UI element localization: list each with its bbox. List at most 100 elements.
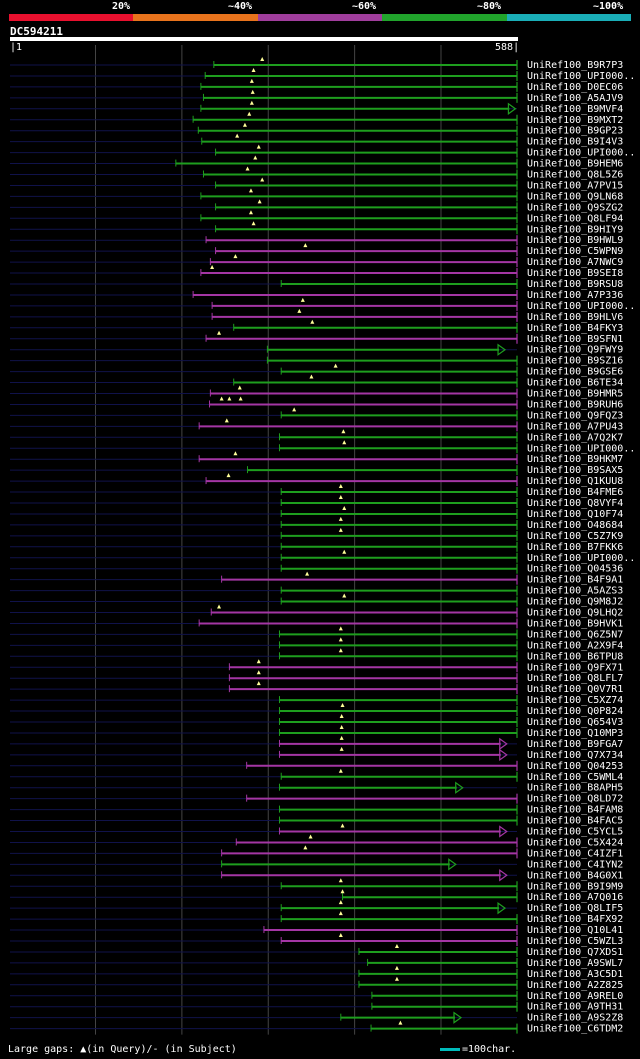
hit-row: UniRef100_Q654V3 bbox=[10, 714, 623, 728]
hit-row: UniRef100_B9HKM7 bbox=[10, 451, 623, 465]
hit-row: UniRef100_B9HEM6 bbox=[10, 155, 623, 170]
hit-row: UniRef100_A9TH31 bbox=[10, 1001, 623, 1013]
hit-row: UniRef100_Q8LFL7 bbox=[10, 670, 623, 684]
hit-label: UniRef100_C5WZL3 bbox=[527, 936, 623, 947]
gap-marker bbox=[338, 637, 343, 642]
hit-label: UniRef100_B9HVK1 bbox=[527, 618, 623, 629]
hit-label: UniRef100_B6TE34 bbox=[527, 378, 623, 389]
gap-marker bbox=[340, 703, 345, 708]
gap-marker bbox=[210, 265, 215, 270]
gap-marker bbox=[339, 746, 344, 751]
legend-swatch-100 bbox=[506, 14, 632, 21]
hit-label: UniRef100_A9TH31 bbox=[527, 1002, 623, 1013]
gap-marker bbox=[217, 330, 222, 335]
hit-row: UniRef100_B9GSE6 bbox=[10, 363, 623, 378]
hit-label: UniRef100_A7PV15 bbox=[527, 180, 623, 191]
hit-label: UniRef100_Q654V3 bbox=[527, 717, 623, 728]
hit-row: UniRef100_Q04536 bbox=[10, 563, 623, 575]
hit-label: UniRef100_B6TPU8 bbox=[527, 651, 623, 662]
gap-marker bbox=[217, 604, 222, 609]
hit-label: UniRef100_Q8LIF5 bbox=[527, 903, 623, 914]
hit-label: UniRef100_Q8LFL7 bbox=[527, 673, 623, 684]
hit-row: UniRef100_B9FGA7 bbox=[10, 735, 623, 751]
gap-marker bbox=[340, 823, 345, 828]
gap-marker bbox=[338, 484, 343, 489]
hit-label: UniRef100_Q10MP3 bbox=[527, 728, 623, 739]
gap-marker bbox=[342, 505, 347, 510]
hit-row: UniRef100_UPI000.. bbox=[10, 549, 635, 564]
hit-label: UniRef100_B9SFN1 bbox=[527, 334, 623, 345]
hit-row: UniRef100_C5YCL5 bbox=[10, 823, 623, 838]
hit-row: UniRef100_Q10F74 bbox=[10, 505, 623, 520]
hit-label: UniRef100_Q7XDS1 bbox=[527, 947, 623, 958]
hit-label: UniRef100_Q9LN68 bbox=[527, 191, 623, 202]
legend-label-80: ~80% bbox=[477, 1, 502, 12]
hit-label: UniRef100_D0EC06 bbox=[527, 82, 623, 93]
hit-label: UniRef100_B7FKK6 bbox=[527, 542, 623, 553]
query-bar bbox=[10, 37, 518, 41]
gap-marker bbox=[235, 133, 240, 138]
gap-marker bbox=[242, 122, 247, 127]
hit-label: UniRef100_A2X9F4 bbox=[527, 640, 623, 651]
hit-row: UniRef100_B9HWL9 bbox=[10, 235, 623, 246]
hit-row: UniRef100_C4IYN2 bbox=[10, 858, 623, 871]
hit-label: UniRef100_Q04536 bbox=[527, 564, 623, 575]
hit-row: UniRef100_Q0V7R1 bbox=[10, 681, 623, 695]
hit-label: UniRef100_A7Q016 bbox=[527, 892, 623, 903]
hit-label: UniRef100_C5XZ74 bbox=[527, 695, 623, 706]
hit-label: UniRef100_Q9LHQ2 bbox=[527, 608, 623, 619]
gap-marker bbox=[338, 933, 343, 937]
hit-row: UniRef100_B9SEI8 bbox=[10, 265, 623, 279]
hit-label: UniRef100_B9MXT2 bbox=[527, 115, 623, 126]
hit-label: UniRef100_B9HLV6 bbox=[527, 312, 623, 323]
hit-row: UniRef100_Q7XDS1 bbox=[10, 943, 623, 958]
gap-marker bbox=[248, 188, 253, 193]
hit-row: UniRef100_B9GP23 bbox=[10, 122, 623, 137]
hit-label: UniRef100_Q7X734 bbox=[527, 750, 623, 761]
hit-row: UniRef100_UPI000.. bbox=[10, 297, 635, 312]
hit-row: UniRef100_B6TPU8 bbox=[10, 648, 623, 662]
gap-marker bbox=[219, 396, 224, 401]
hit-row: UniRef100_B4FME6 bbox=[10, 484, 623, 498]
hit-row: UniRef100_A7P336 bbox=[10, 289, 623, 301]
gap-marker bbox=[338, 768, 343, 773]
hit-label: UniRef100_B8APH5 bbox=[527, 783, 623, 794]
hit-label: UniRef100_A7Q2K7 bbox=[527, 432, 623, 443]
hit-label: UniRef100_O48684 bbox=[527, 520, 623, 531]
hit-label: UniRef100_Q9SZG2 bbox=[527, 202, 623, 213]
legend-swatch-60 bbox=[257, 14, 383, 21]
hit-label: UniRef100_C4IYN2 bbox=[527, 859, 623, 870]
hit-label: UniRef100_A9REL0 bbox=[527, 991, 623, 1002]
gap-marker bbox=[398, 1020, 403, 1025]
hit-row: UniRef100_B9RUH6 bbox=[10, 396, 623, 410]
hit-label: UniRef100_B9HIY9 bbox=[527, 224, 623, 235]
hit-end-arrow bbox=[499, 869, 508, 882]
large-gaps-note: Large gaps: ▲(in Query)/- (in Subject) bbox=[8, 1044, 237, 1055]
hit-row: UniRef100_B7FKK6 bbox=[10, 541, 623, 553]
hit-row: UniRef100_B9I9M9 bbox=[10, 878, 623, 892]
hit-label: UniRef100_B9I9M9 bbox=[527, 881, 623, 892]
hit-row: UniRef100_Q0P824 bbox=[10, 703, 623, 717]
hit-label: UniRef100_A7PU43 bbox=[527, 421, 623, 432]
hit-row: UniRef100_Q9FQZ3 bbox=[10, 407, 623, 421]
hit-label: UniRef100_B9SAX5 bbox=[527, 465, 623, 476]
hit-label: UniRef100_Q8LD72 bbox=[527, 794, 623, 805]
gap-marker bbox=[303, 243, 308, 248]
hit-label: UniRef100_C5Z7K9 bbox=[527, 531, 623, 542]
gap-marker bbox=[237, 385, 242, 390]
hit-row: UniRef100_B9HLV6 bbox=[10, 308, 623, 323]
hit-row: UniRef100_Q9LHQ2 bbox=[10, 604, 623, 619]
hit-end-arrow bbox=[448, 858, 457, 871]
hit-end-arrow bbox=[499, 825, 508, 838]
hit-row: UniRef100_Q10MP3 bbox=[10, 724, 623, 739]
hit-label: UniRef100_Q0P824 bbox=[527, 706, 623, 717]
legend-label-60: ~60% bbox=[352, 1, 377, 12]
hit-row: UniRef100_Q9M8J2 bbox=[10, 593, 623, 608]
hit-row: UniRef100_B4FAM8 bbox=[10, 804, 623, 816]
hit-row: UniRef100_B9SAX5 bbox=[10, 465, 623, 476]
hit-label: UniRef100_C6TDM2 bbox=[527, 1024, 623, 1035]
gap-marker bbox=[233, 451, 238, 456]
hit-end-arrow bbox=[499, 737, 508, 751]
hit-row: UniRef100_B9SZ16 bbox=[10, 355, 623, 367]
gap-marker bbox=[340, 889, 345, 894]
